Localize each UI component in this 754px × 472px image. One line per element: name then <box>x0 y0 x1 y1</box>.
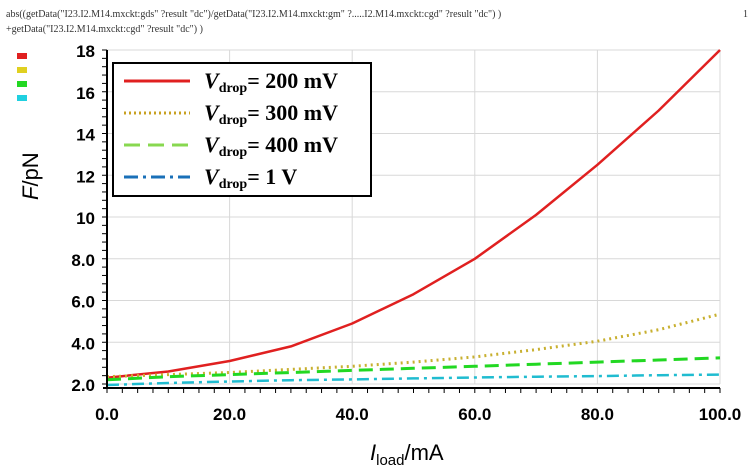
y-tick-label-8: 18 <box>76 42 95 61</box>
x-axis-label: Iload/mA <box>370 440 444 469</box>
trace-swatch-red[interactable] <box>17 53 27 59</box>
series-line-1 <box>106 49 721 379</box>
y-tick-label-0: 2.0 <box>71 376 95 395</box>
expression-line-1: abs((getData("I23.I2.M14.mxckt:gds" ?res… <box>6 9 502 20</box>
series-line-3 <box>106 356 721 382</box>
y-tick-label-7: 16 <box>76 84 95 103</box>
legend-swatch-3 <box>124 143 190 147</box>
legend-swatch-1 <box>124 79 190 83</box>
legend-swatch-4 <box>124 175 190 179</box>
y-tick-label-3: 8.0 <box>71 251 95 270</box>
y-tick-label-1: 4.0 <box>71 334 95 353</box>
legend-label-4: Vdrop= 1 V <box>204 164 298 192</box>
axes <box>102 49 721 393</box>
trace-swatch-yellow[interactable] <box>17 67 27 73</box>
legend-entry-1: Vdrop= 200 mV <box>114 66 370 96</box>
trace-swatch-green[interactable] <box>17 81 27 87</box>
trace-swatch-cyan[interactable] <box>17 95 27 101</box>
ticks: 2.0 4.0 6.0 8.0 10 12 14 16 18 0.0 20.0 40.0 60.0 80.… <box>71 42 741 424</box>
legend-swatch-2 <box>124 111 190 115</box>
series-line-2 <box>106 312 721 379</box>
page-number: 1 <box>743 9 748 20</box>
x-tick-label-5: 100.0 <box>699 405 742 424</box>
legend: Vdrop= 200 mV Vdrop= 300 mV Vdrop= 400 m… <box>112 62 372 197</box>
legend-entry-3: Vdrop= 400 mV <box>114 130 370 160</box>
x-tick-label-4: 80.0 <box>581 405 614 424</box>
legend-entry-2: Vdrop= 300 mV <box>114 98 370 128</box>
legend-label-2: Vdrop= 300 mV <box>204 100 338 128</box>
y-tick-label-2: 6.0 <box>71 293 95 312</box>
x-tick-label-2: 40.0 <box>336 405 369 424</box>
y-axis-label: F/pN <box>18 152 43 200</box>
x-tick-label-0: 0.0 <box>95 405 119 424</box>
series-line-4 <box>106 373 721 387</box>
y-tick-label-4: 10 <box>76 209 95 228</box>
legend-label-3: Vdrop= 400 mV <box>204 132 338 160</box>
series-group <box>106 49 721 387</box>
y-tick-label-5: 12 <box>76 167 95 186</box>
y-tick-label-6: 14 <box>76 126 95 145</box>
expression-line-2: +getData("I23.I2.M14.mxckt:cgd" ?result … <box>6 24 203 35</box>
legend-entry-4: Vdrop= 1 V <box>114 162 370 192</box>
x-tick-label-3: 60.0 <box>458 405 491 424</box>
x-tick-label-1: 20.0 <box>213 405 246 424</box>
legend-label-1: Vdrop= 200 mV <box>204 68 338 96</box>
